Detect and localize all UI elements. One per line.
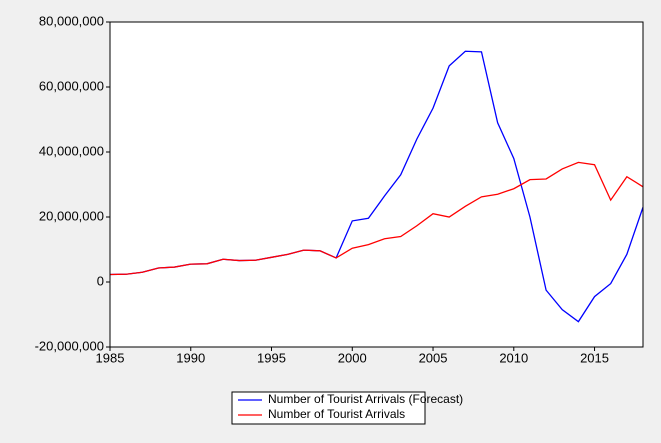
x-tick-label: 2005 <box>419 350 448 365</box>
x-tick-label: 2015 <box>580 350 609 365</box>
y-tick-label: 80,000,000 <box>39 13 104 28</box>
x-tick-label: 2010 <box>499 350 528 365</box>
y-tick-label: -20,000,000 <box>35 338 104 353</box>
legend-label: Number of Tourist Arrivals <box>268 407 405 421</box>
x-tick-label: 1985 <box>96 350 125 365</box>
legend-label: Number of Tourist Arrivals (Forecast) <box>268 392 463 406</box>
x-tick-label: 1995 <box>257 350 286 365</box>
y-tick-label: 40,000,000 <box>39 143 104 158</box>
plot-area <box>110 22 643 347</box>
x-tick-label: 2000 <box>338 350 367 365</box>
series-line <box>109 161 644 276</box>
legend-box <box>231 391 426 425</box>
plot-border <box>109 21 644 348</box>
y-tick-label: 0 <box>97 273 104 288</box>
x-tick-label: 1990 <box>176 350 205 365</box>
y-tick-label: 60,000,000 <box>39 78 104 93</box>
y-tick-label: 20,000,000 <box>39 208 104 223</box>
